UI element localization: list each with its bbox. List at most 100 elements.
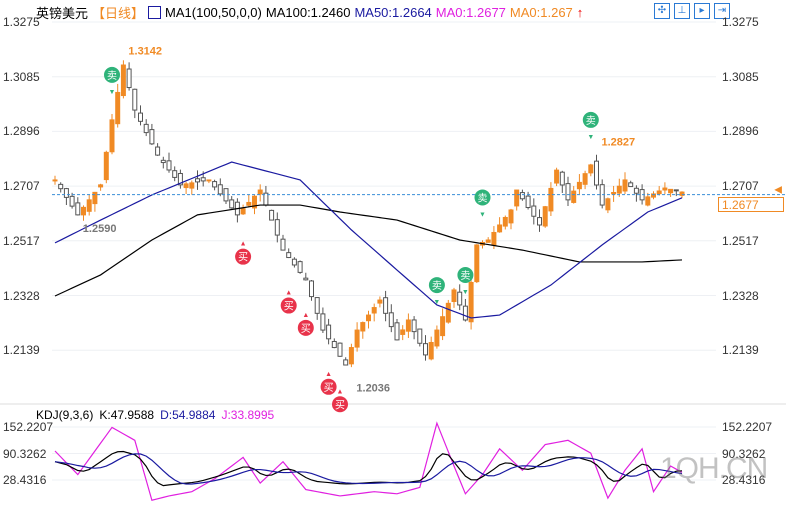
ma-params: MA1(100,50,0,0) <box>165 5 262 20</box>
candle-body <box>497 224 503 233</box>
period-label[interactable]: 【日线】 <box>92 6 145 21</box>
sell-signal <box>474 189 491 206</box>
cursor-icon[interactable]: ▸ <box>694 3 710 19</box>
candle-body <box>320 313 326 331</box>
candle-body <box>405 319 411 332</box>
buy-signal <box>235 248 252 265</box>
candle-body <box>462 305 468 321</box>
candle-body <box>81 206 86 216</box>
candle-body <box>348 347 354 365</box>
signal-arrows: ▼ <box>433 299 440 306</box>
candle-body <box>519 192 525 200</box>
candle-body <box>143 123 149 134</box>
chart-header: 英镑美元 【日线】 MA1(100,50,0,0) MA100:1.2460 M… <box>36 3 583 22</box>
candle-body <box>445 302 451 323</box>
price-annotation: 1.2036 <box>356 383 390 395</box>
candle-body <box>120 64 126 97</box>
candle-body <box>628 182 634 188</box>
range-icon[interactable]: ⊥ <box>674 3 690 19</box>
kdj-j: J:33.8995 <box>221 408 275 422</box>
candle-body <box>200 177 206 182</box>
ma50-line <box>54 161 683 319</box>
candle-body <box>303 277 309 281</box>
candle-body <box>651 193 656 198</box>
candle-body <box>52 179 58 182</box>
candle-body <box>366 314 371 322</box>
candle-body <box>343 359 349 366</box>
price-axis-label: 1.2517 <box>722 233 759 248</box>
candle-body <box>485 239 491 243</box>
sell-signal-label: 卖 <box>432 280 442 292</box>
candle-body <box>189 182 195 189</box>
candle-body <box>679 191 685 196</box>
kdj-label: KDJ(9,3,6) <box>36 408 94 422</box>
candle-body <box>138 112 143 122</box>
candle-body <box>400 329 406 335</box>
signal-arrows: ▲ <box>240 241 247 248</box>
sell-signal <box>104 66 120 83</box>
price-axis-label: 1.2517 <box>3 233 40 248</box>
candle-body <box>668 188 674 194</box>
candle-body <box>331 340 337 349</box>
kdj-axis-label: 90.3262 <box>722 446 766 461</box>
candle-body <box>337 342 343 357</box>
signal-arrows: ▼ <box>479 211 486 218</box>
kdj-d: D:54.9884 <box>160 408 216 422</box>
candle-body <box>360 322 366 332</box>
candle-body <box>269 209 275 221</box>
candle-body <box>633 187 639 194</box>
next-icon[interactable]: ⇥ <box>714 3 730 19</box>
candle-body <box>280 238 286 251</box>
candle-body <box>662 187 668 191</box>
candle-body <box>92 191 98 205</box>
buy-signal-label: 买 <box>301 323 311 335</box>
price-axis-label: 1.2328 <box>3 288 40 303</box>
price-axis-label: 1.3275 <box>722 15 759 29</box>
symbol-title: 英镑美元 <box>36 6 89 21</box>
candle-body <box>417 328 423 344</box>
buy-signal <box>297 319 314 336</box>
candle-body <box>571 190 577 203</box>
candle-body <box>559 171 565 186</box>
kdj-header: KDJ(9,3,6) K:47.9588 D:54.9884 J:33.8995 <box>36 408 274 422</box>
candle-body <box>115 91 121 125</box>
kdj-j-line <box>54 421 683 501</box>
candle-body <box>548 187 554 212</box>
sell-signal-label: 卖 <box>107 70 117 82</box>
sell-signal <box>582 111 599 128</box>
buy-signal-label: 买 <box>284 301 294 313</box>
kdj-k: K:47.9588 <box>99 408 155 422</box>
candle-body <box>63 188 69 198</box>
buy-signal-label: 买 <box>335 399 345 411</box>
buy-signal <box>332 396 348 413</box>
crosshair-icon[interactable]: ✣ <box>654 3 670 19</box>
candle-body <box>69 195 75 207</box>
candle-body <box>377 299 383 304</box>
candle-body <box>474 244 480 283</box>
price-axis-label: 1.2896 <box>722 124 759 139</box>
candle-body <box>594 160 599 186</box>
buy-signal-label: 买 <box>324 382 334 394</box>
arrow-up-icon[interactable]: ↑ <box>576 5 584 20</box>
price-axis-label: 1.2139 <box>722 343 759 358</box>
kdj-axis-label: 28.4316 <box>3 473 47 487</box>
candle-body <box>457 291 463 306</box>
candle-body <box>246 201 252 206</box>
current-price-arrow: ◀ <box>774 185 782 196</box>
candle-body <box>537 217 542 226</box>
price-axis-label: 1.2896 <box>3 124 40 139</box>
ma100-value: MA100:1.2460 <box>265 5 351 20</box>
candle-body <box>525 195 531 209</box>
sell-signal <box>457 266 474 283</box>
kdj-axis-label: 152.2207 <box>722 420 773 434</box>
sell-signal-label: 卖 <box>460 270 470 282</box>
candle-body <box>622 179 628 192</box>
candle-body <box>240 208 246 215</box>
candle-body <box>132 88 138 111</box>
candle-body <box>172 170 178 178</box>
candle-body <box>565 183 571 201</box>
ma-indicator-icon[interactable] <box>148 6 162 19</box>
candle-body <box>103 151 109 181</box>
candle-body <box>86 199 92 212</box>
